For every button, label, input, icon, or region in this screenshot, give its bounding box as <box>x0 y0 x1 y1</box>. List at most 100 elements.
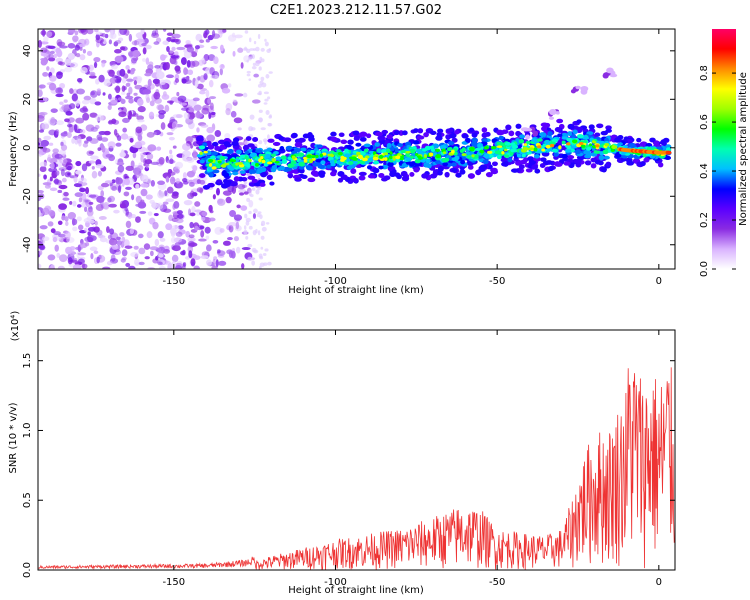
signal-blob <box>516 153 522 158</box>
noise-blob <box>125 95 134 100</box>
noise-blob <box>95 204 104 211</box>
signal-blob <box>496 154 502 160</box>
signal-blob <box>242 144 250 151</box>
noise-blob <box>249 48 255 51</box>
signal-blob <box>475 169 482 176</box>
signal-blob <box>467 164 474 170</box>
noise-blob <box>175 114 183 119</box>
noise-blob <box>188 181 195 187</box>
signal-blob <box>381 129 389 135</box>
noise-blob <box>75 99 80 107</box>
noise-blob <box>119 232 125 237</box>
signal-blob <box>498 135 504 141</box>
signal-blob <box>521 153 526 158</box>
noise-blob <box>194 45 200 50</box>
noise-blob <box>222 29 227 33</box>
noise-blob <box>201 107 210 115</box>
signal-blob <box>660 139 667 144</box>
signal-blob <box>307 132 313 138</box>
colorbar-tick-label: 0.0 <box>699 261 710 277</box>
noise-blob <box>107 104 112 110</box>
noise-blob <box>64 118 70 123</box>
signal-blob <box>357 155 364 160</box>
signal-blob <box>579 141 584 146</box>
noise-blob <box>109 237 118 246</box>
noise-blob <box>132 50 141 58</box>
noise-blob <box>40 59 48 66</box>
signal-blob <box>496 129 504 136</box>
noise-blob <box>117 164 125 173</box>
signal-blob <box>527 151 532 155</box>
signal-blob <box>381 177 388 182</box>
noise-blob <box>125 220 132 229</box>
noise-blob <box>48 129 57 136</box>
noise-blob <box>103 130 111 136</box>
noise-blob <box>133 258 140 266</box>
signal-blob <box>250 161 256 166</box>
noise-blob <box>260 127 266 131</box>
noise-blob <box>128 265 136 269</box>
noise-blob <box>165 223 173 231</box>
signal-blob <box>387 161 394 167</box>
signal-blob <box>527 156 535 162</box>
noise-blob <box>125 186 132 190</box>
noise-blob <box>227 83 232 88</box>
noise-blob <box>38 129 45 133</box>
noise-blob <box>125 78 134 82</box>
noise-blob <box>259 255 264 260</box>
noise-blob <box>193 104 202 111</box>
noise-blob <box>58 184 68 190</box>
noise-blob <box>120 133 129 140</box>
noise-blob <box>159 79 166 86</box>
branch-blob <box>525 134 530 140</box>
signal-blob <box>233 176 240 182</box>
noise-blob <box>265 110 270 116</box>
signal-blob <box>416 155 422 158</box>
signal-blob <box>496 145 503 149</box>
noise-blob <box>110 97 118 105</box>
x-tick-label: -150 <box>162 577 185 588</box>
signal-blob <box>507 157 513 163</box>
signal-blob <box>519 134 526 139</box>
noise-blob <box>93 250 99 255</box>
signal-blob <box>351 156 357 160</box>
signal-blob <box>402 130 408 136</box>
signal-blob <box>429 130 437 135</box>
signal-blob <box>421 173 429 179</box>
noise-blob <box>174 78 180 83</box>
signal-blob <box>477 143 483 148</box>
noise-blob <box>190 262 195 267</box>
noise-blob <box>43 174 47 180</box>
noise-blob <box>165 74 175 79</box>
noise-blob <box>72 264 82 269</box>
signal-blob <box>330 131 337 137</box>
noise-blob <box>196 187 204 193</box>
noise-blob <box>244 46 248 51</box>
noise-blob <box>133 80 138 86</box>
signal-blob <box>430 148 436 153</box>
noise-blob <box>133 92 138 96</box>
noise-blob <box>147 144 157 152</box>
noise-blob <box>194 79 199 88</box>
signal-blob <box>287 172 294 179</box>
noise-blob <box>57 189 63 194</box>
signal-blob <box>580 144 586 148</box>
signal-blob <box>649 137 656 143</box>
noise-blob <box>40 53 49 57</box>
noise-blob <box>39 225 48 230</box>
noise-blob <box>157 261 163 266</box>
noise-blob <box>123 239 130 248</box>
noise-blob <box>44 184 51 189</box>
signal-blob <box>481 127 488 133</box>
signal-blob <box>515 123 522 129</box>
noise-blob <box>206 134 216 142</box>
signal-blob <box>588 124 595 130</box>
signal-blob <box>435 154 442 159</box>
noise-blob <box>79 47 83 51</box>
signal-blob <box>504 141 511 146</box>
signal-blob <box>558 145 562 150</box>
signal-blob <box>387 165 394 172</box>
signal-blob <box>451 167 458 173</box>
noise-blob <box>248 225 253 230</box>
noise-blob <box>257 230 261 236</box>
